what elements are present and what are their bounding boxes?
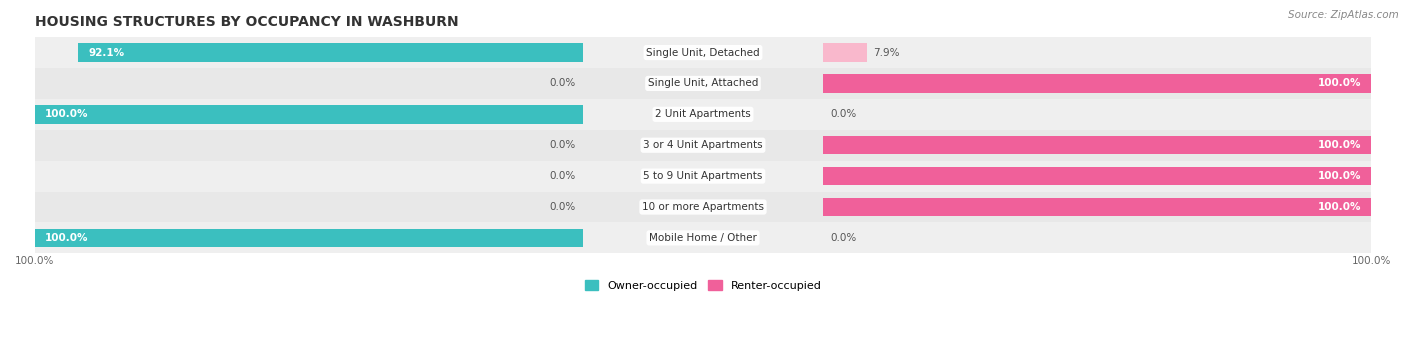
Legend: Owner-occupied, Renter-occupied: Owner-occupied, Renter-occupied <box>581 276 825 295</box>
Bar <box>824 198 1371 216</box>
Text: 3 or 4 Unit Apartments: 3 or 4 Unit Apartments <box>643 140 763 150</box>
Text: Mobile Home / Other: Mobile Home / Other <box>650 233 756 243</box>
Text: Single Unit, Attached: Single Unit, Attached <box>648 78 758 88</box>
Bar <box>824 167 1371 186</box>
Text: 100.0%: 100.0% <box>1317 140 1361 150</box>
Bar <box>35 192 1371 222</box>
Text: Single Unit, Detached: Single Unit, Detached <box>647 47 759 58</box>
Text: 0.0%: 0.0% <box>830 233 856 243</box>
Bar <box>35 228 582 247</box>
Bar <box>824 136 1371 154</box>
Text: 10 or more Apartments: 10 or more Apartments <box>643 202 763 212</box>
Text: 5 to 9 Unit Apartments: 5 to 9 Unit Apartments <box>644 171 762 181</box>
Text: Source: ZipAtlas.com: Source: ZipAtlas.com <box>1288 10 1399 20</box>
Bar <box>35 105 582 123</box>
Text: 100.0%: 100.0% <box>1317 202 1361 212</box>
Text: 100.0%: 100.0% <box>45 233 89 243</box>
Text: 92.1%: 92.1% <box>89 47 124 58</box>
Text: 100.0%: 100.0% <box>1317 171 1361 181</box>
Bar <box>824 74 1371 93</box>
Text: HOUSING STRUCTURES BY OCCUPANCY IN WASHBURN: HOUSING STRUCTURES BY OCCUPANCY IN WASHB… <box>35 15 458 29</box>
Text: 7.9%: 7.9% <box>873 47 900 58</box>
Bar <box>35 130 1371 161</box>
Text: 100.0%: 100.0% <box>45 109 89 119</box>
Text: 0.0%: 0.0% <box>550 171 576 181</box>
Text: 2 Unit Apartments: 2 Unit Apartments <box>655 109 751 119</box>
Text: 0.0%: 0.0% <box>830 109 856 119</box>
Text: 0.0%: 0.0% <box>550 140 576 150</box>
Bar <box>35 37 1371 68</box>
Bar <box>35 161 1371 192</box>
Bar <box>824 43 866 62</box>
Bar <box>77 43 582 62</box>
Text: 0.0%: 0.0% <box>550 202 576 212</box>
Text: 0.0%: 0.0% <box>550 78 576 88</box>
Text: 100.0%: 100.0% <box>1317 78 1361 88</box>
Bar <box>35 99 1371 130</box>
Bar <box>35 222 1371 253</box>
Bar <box>35 68 1371 99</box>
